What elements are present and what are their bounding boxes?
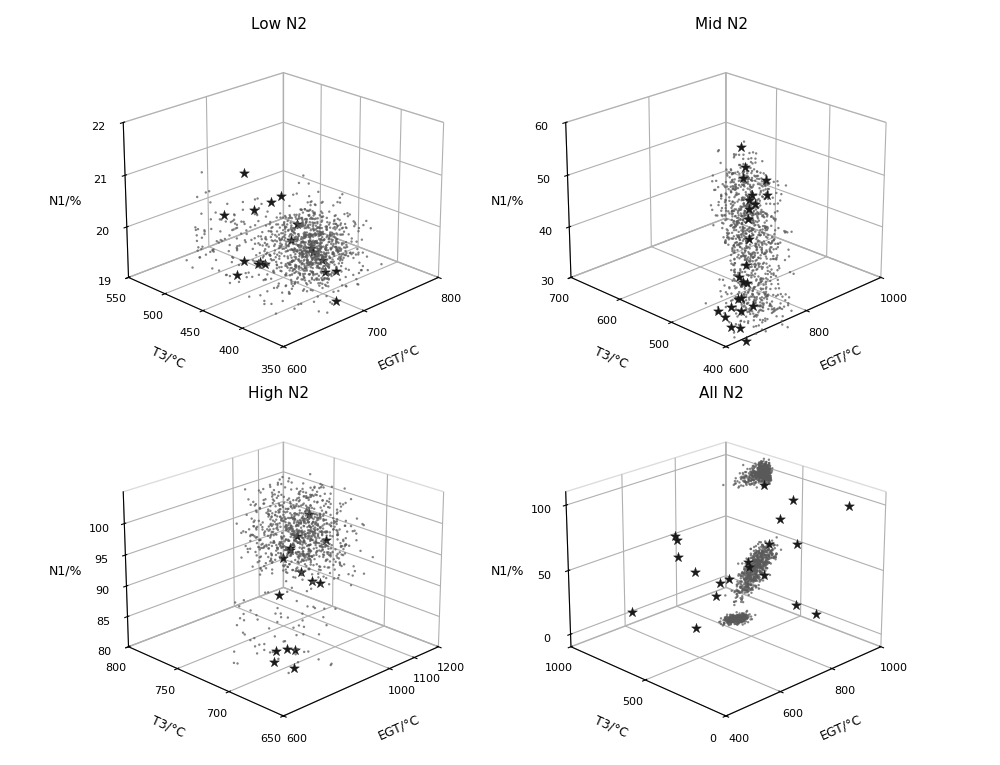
- X-axis label: EGT/°C: EGT/°C: [818, 343, 864, 373]
- X-axis label: EGT/°C: EGT/°C: [376, 343, 421, 373]
- Title: High N2: High N2: [248, 386, 309, 401]
- Y-axis label: T3/°C: T3/°C: [150, 344, 187, 371]
- Y-axis label: T3/°C: T3/°C: [592, 344, 629, 371]
- Title: Low N2: Low N2: [251, 17, 307, 31]
- X-axis label: EGT/°C: EGT/°C: [818, 712, 864, 742]
- Title: All N2: All N2: [699, 386, 744, 401]
- Title: Mid N2: Mid N2: [695, 17, 748, 31]
- Y-axis label: T3/°C: T3/°C: [150, 714, 187, 740]
- Y-axis label: T3/°C: T3/°C: [592, 714, 629, 740]
- X-axis label: EGT/°C: EGT/°C: [376, 712, 421, 742]
